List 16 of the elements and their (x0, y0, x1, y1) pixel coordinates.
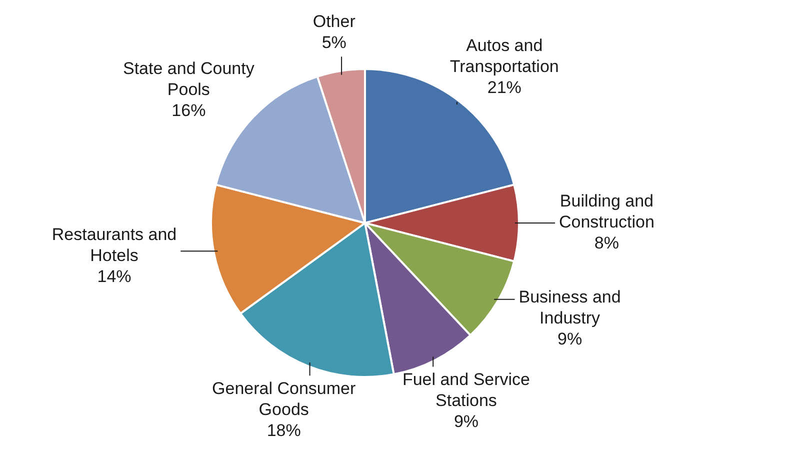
data-label: 9% (558, 329, 582, 348)
data-label: 9% (454, 412, 479, 431)
data-label: 21% (487, 78, 522, 98)
data-label: 5% (322, 32, 346, 52)
slice-label: Restaurants and Hotels (52, 225, 177, 266)
slice-label: Autos and Transportation (450, 36, 559, 76)
data-label: 14% (97, 267, 132, 286)
slice-label: General Consumer Goods (212, 378, 356, 419)
slice-label: Business and Industry (518, 287, 621, 328)
data-label: 18% (266, 420, 301, 440)
slice-label: Other (312, 12, 356, 31)
slice-label: Fuel and Service Stations (402, 370, 530, 410)
data-label: 8% (594, 234, 620, 253)
slice-label: Building and Construction (559, 192, 654, 232)
data-label: 16% (172, 101, 206, 120)
slice-label: State and County Pools (122, 59, 255, 100)
